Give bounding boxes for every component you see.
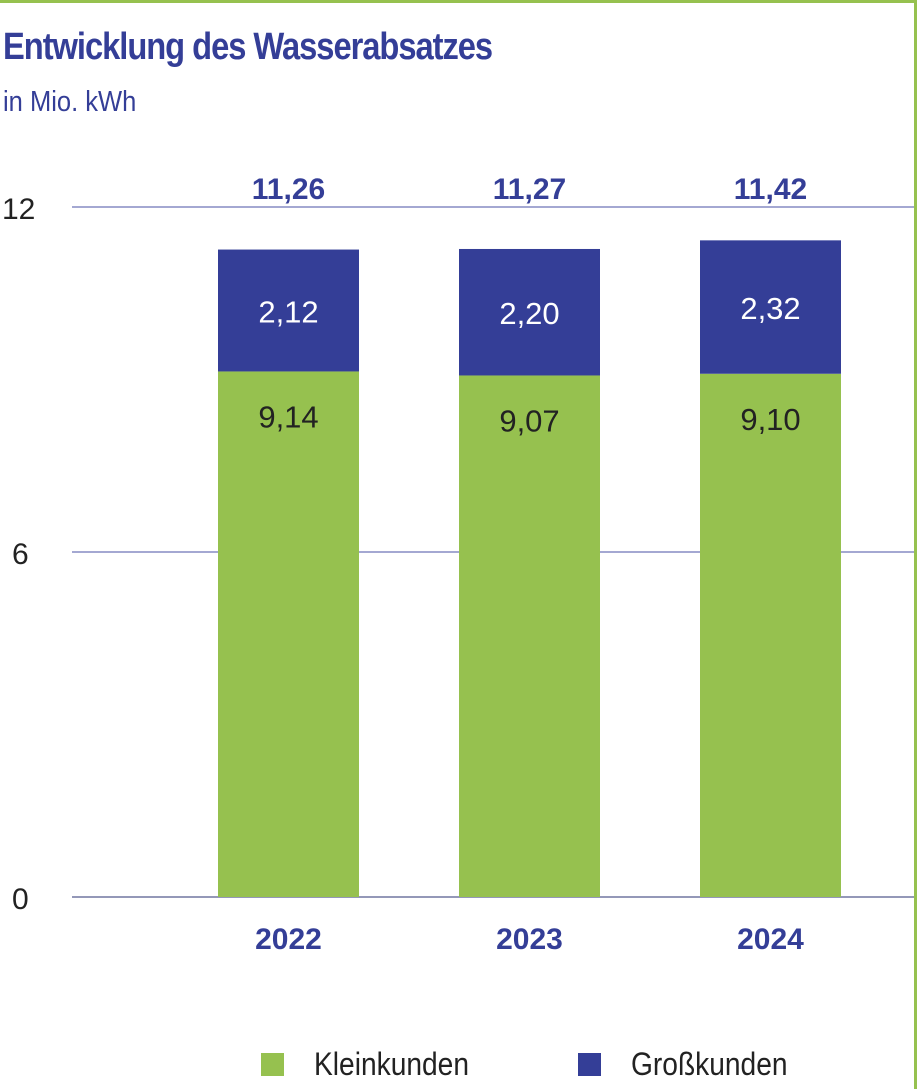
- bar-grosskunden-2024: [700, 240, 841, 374]
- x-tick-label-2024: 2024: [737, 923, 804, 956]
- bar-grosskunden-2023: [459, 248, 600, 376]
- data-label-kleinkunden-2024: 9,10: [740, 402, 800, 437]
- y-tick-label-0: 0: [12, 883, 29, 916]
- bar-kleinkunden-2022: [218, 371, 359, 897]
- data-label-grosskunden-2023: 2,20: [499, 296, 559, 331]
- bar-kleinkunden-2024: [700, 373, 841, 897]
- total-label-2024: 11,42: [734, 173, 807, 206]
- chart-title: Entwicklung des Wasserabsatzes: [3, 26, 493, 68]
- legend-item-grosskunden: Großkunden: [578, 1046, 809, 1082]
- legend-item-kleinkunden: Kleinkunden: [261, 1046, 490, 1082]
- chart-subtitle: in Mio. kWh: [3, 86, 137, 118]
- bar-kleinkunden-2023: [459, 375, 600, 898]
- y-tick-label-6: 6: [12, 538, 29, 571]
- stacked-bar-chart: 0 6 12 2,12 9,14 11,26 2022 2,20 9,07 11,27 2023 2,…: [2, 173, 914, 956]
- legend-label-kleinkunden: Kleinkunden: [314, 1045, 470, 1082]
- data-label-grosskunden-2024: 2,32: [740, 291, 800, 326]
- y-tick-label-12: 12: [2, 193, 35, 226]
- data-label-kleinkunden-2022: 9,14: [258, 399, 318, 434]
- data-label-kleinkunden-2023: 9,07: [499, 403, 559, 438]
- total-label-2022: 11,26: [252, 173, 325, 206]
- x-tick-label-2022: 2022: [255, 923, 322, 956]
- total-label-2023: 11,27: [493, 173, 566, 206]
- x-tick-label-2023: 2023: [496, 923, 563, 956]
- legend-swatch-grosskunden: [578, 1052, 601, 1076]
- bar-grosskunden-2022: [218, 249, 359, 372]
- legend-label-grosskunden: Großkunden: [631, 1045, 788, 1082]
- legend-swatch-kleinkunden: [261, 1052, 284, 1076]
- data-label-grosskunden-2022: 2,12: [258, 295, 318, 330]
